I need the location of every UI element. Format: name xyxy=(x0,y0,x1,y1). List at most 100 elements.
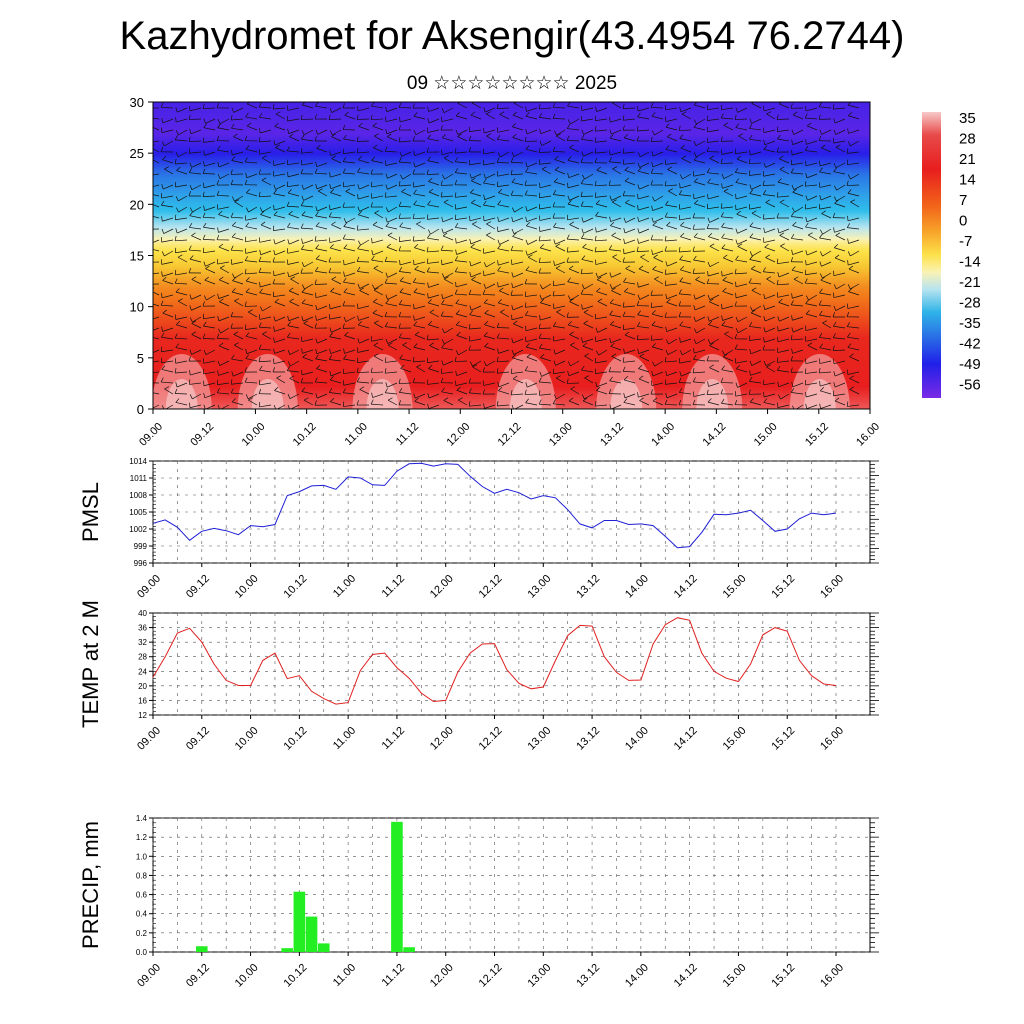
wind-barb-feather xyxy=(749,376,753,382)
wind-barb xyxy=(428,294,440,299)
wind-barb-feather xyxy=(174,278,178,284)
section-band xyxy=(153,202,870,205)
wind-barb-feather xyxy=(427,233,431,239)
wind-barb-feather xyxy=(539,128,542,134)
wind-barb xyxy=(540,302,552,307)
wind-barb xyxy=(652,162,664,168)
wind-barb-feather xyxy=(454,289,458,295)
wind-barb-feather xyxy=(692,213,696,218)
wind-barb-feather xyxy=(622,311,626,317)
wind-barb xyxy=(161,195,174,199)
wind-barb-feather xyxy=(174,235,177,241)
section-band xyxy=(153,253,870,257)
wind-barb xyxy=(316,184,328,190)
wind-barb xyxy=(401,151,412,157)
wind-barb-feather xyxy=(413,200,417,205)
wind-barb-feather xyxy=(512,133,517,138)
wind-barb-feather xyxy=(356,225,359,231)
wind-barb xyxy=(679,217,692,221)
wind-barb xyxy=(233,107,244,113)
wind-barb-feather xyxy=(175,382,178,388)
wind-barb xyxy=(245,250,258,254)
wind-barb xyxy=(427,237,440,241)
wind-barb-feather xyxy=(500,309,505,313)
wind-barb xyxy=(387,136,398,142)
wind-barb xyxy=(428,107,440,112)
wind-barb-feather xyxy=(315,354,319,360)
wind-barb xyxy=(527,256,538,263)
wind-barb-feather xyxy=(357,283,361,289)
wind-barb-feather xyxy=(693,294,696,300)
wind-barb xyxy=(707,401,720,406)
wind-barb-feather xyxy=(581,228,584,234)
wind-barb-feather xyxy=(414,397,419,402)
wind-barb-feather xyxy=(724,331,729,335)
wind-barb xyxy=(400,368,412,373)
wind-barb xyxy=(596,228,608,233)
wind-barb-feather xyxy=(217,315,220,321)
wind-barb-feather xyxy=(426,267,430,273)
wind-barb-feather xyxy=(174,368,177,374)
wind-barb xyxy=(679,206,692,210)
wind-barb xyxy=(539,162,552,165)
wind-barb-feather xyxy=(342,323,345,329)
wind-barb xyxy=(623,281,636,285)
wind-barb xyxy=(681,113,692,120)
wind-barb xyxy=(737,239,748,245)
section-xtick-label: 16.00 xyxy=(854,421,882,449)
section-band xyxy=(153,351,870,355)
wind-barb xyxy=(413,282,426,285)
wind-barb-feather xyxy=(189,207,193,213)
wind-barb xyxy=(497,162,510,164)
wind-barb xyxy=(609,380,622,384)
wind-barb-feather xyxy=(454,214,457,220)
wind-barb xyxy=(581,205,594,208)
wind-barb xyxy=(443,400,454,406)
wind-barb-feather xyxy=(357,167,361,173)
wind-barb xyxy=(287,107,300,111)
wind-barb xyxy=(820,404,832,409)
wind-barb-feather xyxy=(652,397,658,402)
wind-barb xyxy=(735,283,748,288)
wind-barb-feather xyxy=(497,216,500,222)
wind-barb xyxy=(638,217,650,223)
wind-barb xyxy=(469,392,482,395)
wind-barb xyxy=(287,370,300,373)
wind-barb xyxy=(749,206,762,210)
wind-barb xyxy=(317,206,328,212)
wind-barb xyxy=(639,228,650,234)
wind-barb-feather xyxy=(623,392,626,398)
wind-barb-feather xyxy=(790,356,794,361)
wind-barb xyxy=(805,313,818,318)
wind-barb-feather xyxy=(245,207,249,213)
wind-barb xyxy=(444,338,454,345)
wind-barb xyxy=(316,349,328,355)
wind-barb xyxy=(413,325,426,329)
wind-barb-feather xyxy=(191,331,197,335)
wind-barb-feather xyxy=(315,304,318,310)
wind-barb xyxy=(709,217,720,223)
wind-barb-feather xyxy=(790,300,794,306)
wind-barb xyxy=(428,404,440,409)
wind-barb-feather xyxy=(497,282,499,288)
wind-barb-feather xyxy=(693,354,697,360)
wind-barb-feather xyxy=(216,135,220,141)
wind-barb xyxy=(343,281,356,285)
wind-barb xyxy=(399,337,412,340)
wind-barb xyxy=(750,349,762,355)
wind-barb-feather xyxy=(398,323,401,329)
wind-barb-feather xyxy=(203,205,205,211)
wind-barb xyxy=(329,216,342,219)
wind-barb-feather xyxy=(273,239,276,245)
wind-barb-feather xyxy=(454,222,459,228)
wind-barb xyxy=(666,294,678,300)
wind-barb-feather xyxy=(216,180,219,186)
wind-barb-feather xyxy=(581,129,584,135)
wind-barb-feather xyxy=(314,377,318,383)
wind-barb-feather xyxy=(315,129,318,135)
wind-barb xyxy=(612,102,622,109)
wind-barb xyxy=(485,173,496,179)
wind-barb xyxy=(835,235,846,241)
wind-barb xyxy=(525,270,538,274)
wind-barb xyxy=(441,249,454,252)
